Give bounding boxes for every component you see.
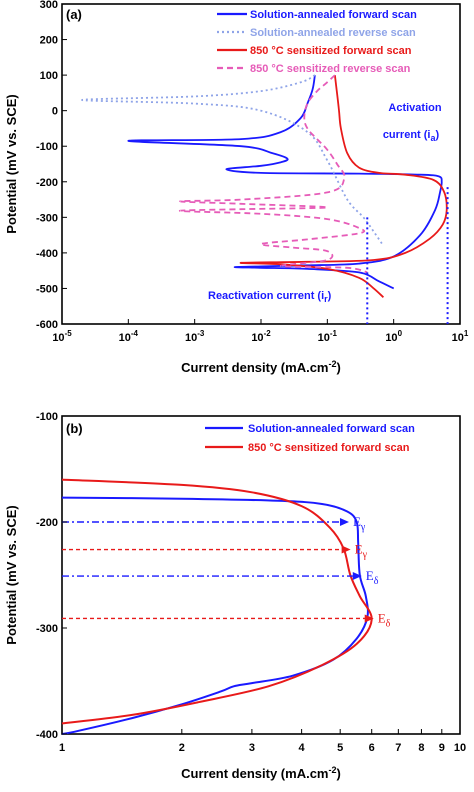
panel-b-x-tick-label: 5	[337, 742, 343, 754]
panel-a-x-tick-label: 10-2	[251, 329, 271, 344]
panel-b-legend: Solution-annealed forward scan 850 °C sen…	[205, 423, 415, 454]
panel-a-label: (a)	[66, 7, 82, 22]
panel-b-x-axis-label: Current density (mA.cm-2)	[181, 765, 341, 781]
panel-a-y-tick-label: -600	[36, 319, 58, 331]
panel-a-x-tick-label: 100	[385, 329, 402, 344]
activation-label-2: current (ia)	[383, 129, 440, 143]
panel-b: Eγ Eγ Eδ Eδ -100 -200 -300 -400 1 2 3 4 5 6 7 8 9 10 (b…	[4, 411, 466, 781]
panel-a-series-layer	[81, 74, 448, 298]
panel-b-y-tick-label: -100	[36, 411, 58, 423]
panel-a-y-tick-label: 100	[40, 70, 58, 82]
panel-b-marker-label: Eδ	[366, 568, 379, 587]
panel-b-x-tick-label: 4	[299, 742, 306, 754]
panel-b-x-tick-label: 7	[395, 742, 401, 754]
panel-a-y-tick-label: 0	[52, 106, 58, 118]
panel-b-y-tick-label: -300	[36, 623, 58, 635]
panel-b-x-ticks: 1 2 3 4 5 6 7 8 9 10	[59, 729, 466, 754]
panel-b-x-tick-label: 10	[454, 742, 466, 754]
panel-b-y-tick-label: -200	[36, 517, 58, 529]
panel-b-marker-arrowhead	[341, 545, 351, 554]
panel-b-marker-arrowhead	[352, 572, 362, 581]
panel-a-legend-label: Solution-annealed forward scan	[250, 9, 417, 21]
panel-a-y-tick-label: -300	[36, 212, 58, 224]
panel-a-legend-label: 850 °C sensitized forward scan	[250, 45, 412, 57]
panel-a-legend-label: Solution-annealed reverse scan	[250, 27, 416, 39]
panel-b-series-1-line	[61, 478, 373, 725]
panel-a-x-tick-label: 101	[452, 329, 469, 344]
panel-b-legend-label: Solution-annealed forward scan	[248, 423, 415, 435]
panel-b-marker-arrowhead	[339, 518, 349, 526]
panel-b-marker-label: Eγ	[353, 514, 366, 533]
panel-b-x-tick-label: 9	[439, 742, 445, 754]
panel-a-y-ticks: 300 200 100 0 -100 -200 -300 -400 -500 -600	[36, 0, 67, 331]
panel-a-x-tick-label: 10-1	[318, 329, 338, 344]
panel-a-legend: Solution-annealed forward scan Solution-a…	[217, 9, 417, 75]
panel-b-plot-frame	[61, 415, 461, 735]
panel-a-series-1-line	[81, 74, 385, 247]
panel-a-y-tick-label: -400	[36, 248, 58, 260]
panel-b-markers-layer: Eγ Eγ Eδ Eδ	[62, 514, 391, 629]
panel-b-y-axis-label: Potential (mV vs. SCE)	[4, 505, 19, 644]
reactivation-label: Reactivation current (ir)	[208, 290, 332, 304]
panel-b-label: (b)	[66, 421, 83, 436]
panel-a-y-tick-label: -100	[36, 141, 58, 153]
panel-b-marker-arrowhead	[364, 614, 374, 623]
panel-a-y-tick-label: -200	[36, 177, 58, 189]
panel-b-y-ticks: -100 -200 -300 -400	[36, 411, 67, 741]
panel-a-y-axis-label: Potential (mV vs. SCE)	[4, 94, 19, 233]
panel-a-series-2-line	[239, 75, 448, 298]
panel-b-x-tick-label: 6	[369, 742, 375, 754]
panel-b-x-tick-label: 1	[59, 742, 65, 754]
panel-a-x-axis-label: Current density (mA.cm-2)	[181, 359, 341, 375]
panel-b-legend-label: 850 °C sensitized forward scan	[248, 442, 410, 454]
panel-a-x-tick-label: 10-5	[52, 329, 72, 344]
panel-a-y-tick-label: -500	[36, 283, 58, 295]
panel-b-x-tick-label: 8	[418, 742, 424, 754]
panel-a-series-3-line	[179, 74, 368, 274]
panel-b-x-tick-label: 3	[249, 742, 255, 754]
panel-a-legend-label: 850 °C sensitized reverse scan	[250, 63, 411, 75]
panel-b-y-tick-label: -400	[36, 729, 58, 741]
panel-a-x-ticks: 10-5 10-4 10-3 10-2 10-1 100 101	[52, 319, 469, 344]
activation-label-1: Activation	[388, 102, 441, 114]
panel-b-x-tick-label: 2	[179, 742, 185, 754]
panel-b-marker-label: Eγ	[355, 542, 368, 561]
panel-a-x-tick-label: 10-3	[185, 329, 205, 344]
panel-b-series-layer	[61, 478, 373, 735]
panel-b-marker-label: Eδ	[378, 610, 391, 629]
panel-a-y-tick-label: 300	[40, 0, 58, 11]
panel-a-y-tick-label: 200	[40, 35, 58, 47]
panel-a-x-tick-label: 10-4	[119, 329, 139, 344]
